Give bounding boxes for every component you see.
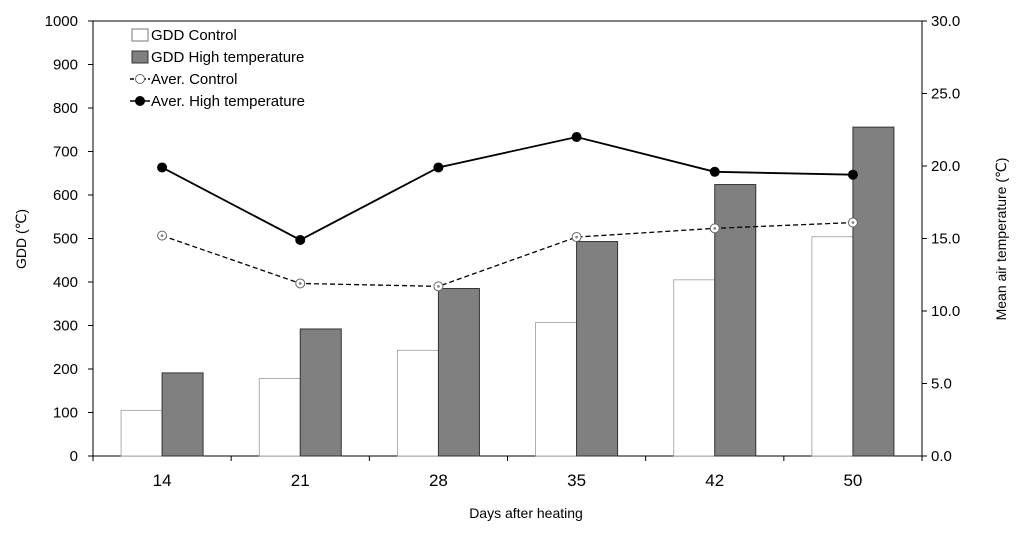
y2-tick-label: 10.0	[931, 303, 960, 320]
bar-gdd-control	[811, 236, 854, 457]
x-tick-label: 35	[567, 471, 586, 490]
y-tick-label: 800	[53, 100, 78, 117]
y-tick-label: 1000	[45, 13, 78, 30]
x-tick-label: 50	[843, 471, 862, 490]
legend-marker-aver-control	[135, 74, 145, 84]
bars-group	[120, 126, 895, 457]
legend-swatch-gdd-high-temperature	[131, 50, 149, 64]
y-tick-label: 700	[53, 144, 78, 161]
legend-label-aver-control: Aver. Control	[151, 71, 237, 88]
y-axis-title: GDD (℃)	[13, 209, 29, 269]
y2-axis-title: Mean air temperature (℃)	[993, 158, 1009, 321]
bar-gdd-high-temperature	[161, 372, 204, 457]
point-center-aver-control	[713, 226, 717, 230]
bar-gdd-high-temperature	[437, 288, 480, 457]
x-tick-label: 21	[291, 471, 310, 490]
y-tick-label: 500	[53, 231, 78, 248]
y2-tick-label: 30.0	[931, 13, 960, 30]
right-axis-ticks: 0.0 5.0 10.0 15.0 20.0 25.0 30.0	[922, 13, 960, 465]
y-tick-label: 0	[70, 448, 78, 465]
legend-label-aver-high-temperature: Aver. High temperature	[151, 93, 305, 110]
point-center-aver-control	[575, 235, 578, 239]
bar-gdd-high-temperature	[714, 184, 757, 457]
point-center-aver-control	[160, 234, 164, 238]
y-tick-label: 100	[53, 405, 78, 422]
bar-gdd-high-temperature	[576, 241, 619, 457]
y-tick-label: 400	[53, 274, 78, 291]
x-axis-ticks: 14 21 28 35 42 50	[92, 456, 923, 490]
point-aver-high-temperature	[709, 166, 720, 177]
legend-label-gdd-high-temperature: GDD High temperature	[151, 49, 304, 66]
x-tick-label: 42	[705, 471, 724, 490]
point-aver-high-temperature	[157, 162, 168, 173]
y2-tick-label: 15.0	[931, 231, 960, 248]
point-aver-high-temperature	[847, 169, 858, 180]
point-aver-high-temperature	[571, 132, 582, 142]
bar-gdd-high-temperature	[299, 328, 342, 457]
lines-group	[157, 132, 858, 292]
point-center-aver-control	[851, 221, 855, 224]
bar-gdd-control	[673, 279, 716, 457]
legend-marker-aver-high-temperature	[135, 96, 145, 106]
y2-tick-label: 0.0	[931, 448, 952, 465]
y-tick-label: 900	[53, 57, 78, 74]
x-axis-title: Days after heating	[469, 505, 583, 521]
y2-tick-label: 25.0	[931, 86, 960, 103]
bar-gdd-control	[397, 349, 439, 457]
y-tick-label: 600	[53, 187, 78, 204]
point-aver-high-temperature	[295, 234, 306, 245]
bar-gdd-control	[258, 378, 301, 457]
x-tick-label: 14	[153, 471, 172, 490]
y-tick-label: 300	[53, 318, 78, 335]
legend-label-gdd-control: GDD Control	[151, 27, 237, 44]
point-center-aver-control	[437, 284, 440, 288]
y2-tick-label: 20.0	[931, 158, 960, 175]
legend: GDD Control GDD High temperature Aver. Con…	[130, 27, 305, 110]
point-aver-high-temperature	[433, 162, 444, 173]
left-axis-ticks: 0 100 200 300 400 500 600 700 800 900 1000	[45, 13, 93, 465]
point-center-aver-control	[298, 282, 302, 285]
x-tick-label: 28	[429, 471, 448, 490]
bar-gdd-control	[120, 409, 163, 457]
bar-gdd-control	[535, 322, 577, 457]
line-aver-high-temperature	[161, 136, 853, 241]
bar-gdd-high-temperature	[852, 126, 895, 457]
legend-swatch-gdd-control	[131, 28, 149, 42]
y-tick-label: 200	[53, 361, 78, 378]
y2-tick-label: 5.0	[931, 376, 952, 393]
line-aver-control	[161, 221, 853, 288]
